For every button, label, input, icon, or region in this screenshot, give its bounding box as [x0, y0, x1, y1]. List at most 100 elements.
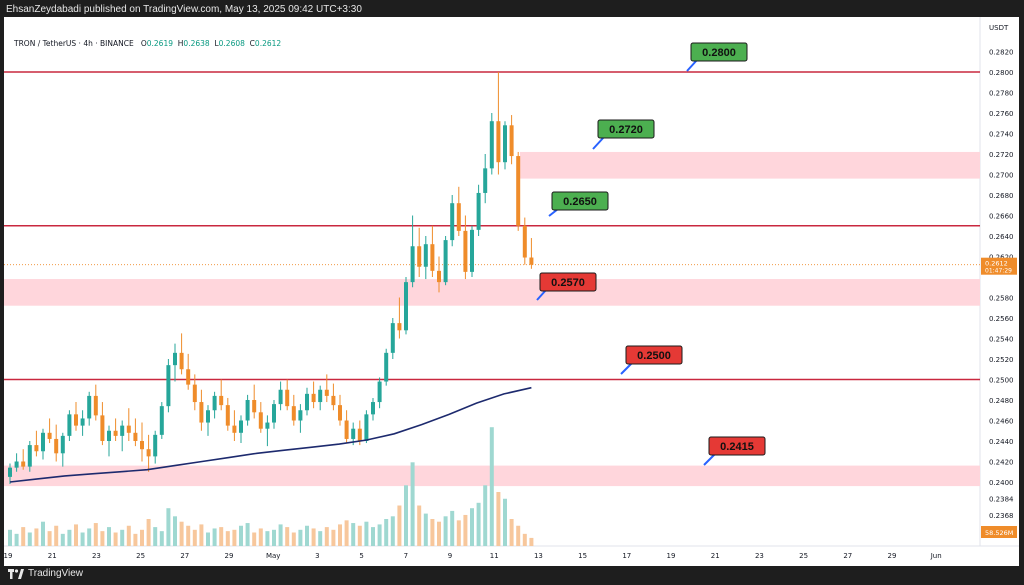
candle-body — [153, 434, 158, 457]
time-tick-label: 15 — [578, 552, 587, 560]
candle-body — [8, 467, 12, 477]
candle-body — [430, 244, 435, 271]
candle-body — [331, 395, 336, 406]
volume-bar — [186, 525, 191, 546]
volume-bar — [357, 525, 362, 546]
candle-body — [344, 420, 349, 439]
price-tick-label: 0.2580 — [989, 295, 1014, 303]
volume-bar — [93, 523, 98, 546]
volume-bar — [232, 529, 237, 546]
volume-bar — [252, 532, 257, 546]
candle-body — [258, 412, 263, 429]
level-label-text: 0.2500 — [637, 350, 671, 362]
candle-body — [503, 125, 507, 163]
time-tick-label: 29 — [888, 552, 897, 560]
volume-bar — [245, 523, 250, 546]
time-tick-label: 7 — [404, 552, 408, 560]
volume-bar — [305, 525, 309, 546]
volume-tag — [981, 526, 1017, 538]
candle-body — [74, 414, 78, 426]
candle-body — [529, 257, 534, 265]
candle-body — [311, 393, 316, 403]
volume-bar — [120, 529, 125, 546]
volume-bar — [212, 528, 217, 546]
candle-body — [27, 445, 32, 467]
volume-bar — [126, 525, 131, 546]
volume-bar — [443, 516, 448, 546]
volume-bar — [437, 521, 441, 546]
candle-body — [338, 405, 342, 421]
volume-bar — [311, 528, 316, 546]
volume-bar — [166, 508, 171, 546]
candle-body — [390, 323, 395, 353]
tradingview-logo-icon — [8, 568, 24, 579]
candle-body — [404, 282, 408, 331]
level-label-text: 0.2570 — [551, 277, 585, 289]
candle-body — [463, 230, 468, 272]
volume-bar — [377, 524, 382, 546]
volume-bar — [291, 532, 296, 546]
candle-body — [423, 244, 428, 267]
volume-bar — [344, 520, 349, 546]
volume-bar — [140, 529, 144, 546]
candle-body — [364, 414, 369, 441]
price-chart-svg[interactable]: 0.2820 0.2800 0.2780 0.2760 0.2740 0.2720 0.27… — [4, 17, 1019, 566]
volume-bar — [192, 529, 197, 546]
volume-bar — [258, 528, 263, 546]
time-tick-label: 23 — [755, 552, 764, 560]
volume-bar — [450, 510, 455, 546]
candle-body — [199, 402, 204, 423]
time-tick-label: May — [266, 552, 280, 560]
candle-body — [206, 410, 210, 423]
volume-bar — [404, 485, 408, 546]
candle-body — [456, 203, 461, 231]
price-tick-label: 0.2460 — [989, 418, 1014, 426]
volume-bar — [324, 527, 329, 546]
candle-body — [100, 415, 105, 441]
level-label-text: 0.2720 — [609, 124, 643, 136]
candle-body — [166, 365, 171, 407]
candle-body — [232, 425, 237, 433]
candle-body — [397, 323, 402, 331]
candle-body — [496, 121, 501, 163]
time-tick-label: 25 — [799, 552, 808, 560]
close-label: C — [249, 39, 255, 48]
symbol-name: TRON / TetherUS · 4h · BINANCE — [14, 39, 134, 48]
volume-bar — [54, 525, 59, 546]
volume-bar — [239, 525, 243, 546]
level-callout-pointer — [536, 289, 547, 301]
price-tick-label: 0.2780 — [989, 90, 1014, 98]
level-callout-pointer — [620, 362, 633, 375]
candle-body — [272, 404, 276, 423]
time-tick-label: 25 — [136, 552, 145, 560]
candle-body — [324, 389, 329, 396]
chart-area[interactable]: 0.2820 0.2800 0.2780 0.2760 0.2740 0.2720 0.27… — [4, 17, 1019, 566]
candle-body — [245, 400, 250, 421]
candle-body — [476, 192, 481, 230]
price-tick-label: 0.2368 — [989, 512, 1014, 520]
price-tick-label: 0.2700 — [989, 172, 1014, 180]
brand-text: TradingView — [28, 568, 84, 579]
time-tick-label: 19 — [667, 552, 676, 560]
symbol-legend: TRON / TetherUS · 4h · BINANCE O0.2619 H… — [14, 39, 281, 48]
tradingview-brand[interactable]: TradingView — [8, 568, 83, 579]
candle-body — [371, 402, 375, 415]
price-tick-label: 0.2420 — [989, 459, 1014, 467]
candle-body — [410, 246, 415, 283]
candle-body — [126, 425, 131, 433]
volume-bar — [225, 531, 230, 546]
time-tick-label: 27 — [843, 552, 852, 560]
candle-body — [265, 422, 270, 429]
low-value: 0.2608 — [218, 39, 245, 48]
time-tick-label: 21 — [711, 552, 720, 560]
volume-bar — [87, 528, 92, 546]
candle-body — [450, 203, 455, 241]
time-tick-label: 29 — [225, 552, 234, 560]
price-unit-label: USDT — [989, 24, 1009, 32]
level-label-box — [597, 119, 655, 139]
volume-bar — [456, 520, 461, 546]
volume-bar — [384, 519, 389, 546]
candle-body — [437, 270, 441, 283]
candle-body — [146, 449, 151, 457]
volume-bar — [14, 533, 19, 546]
